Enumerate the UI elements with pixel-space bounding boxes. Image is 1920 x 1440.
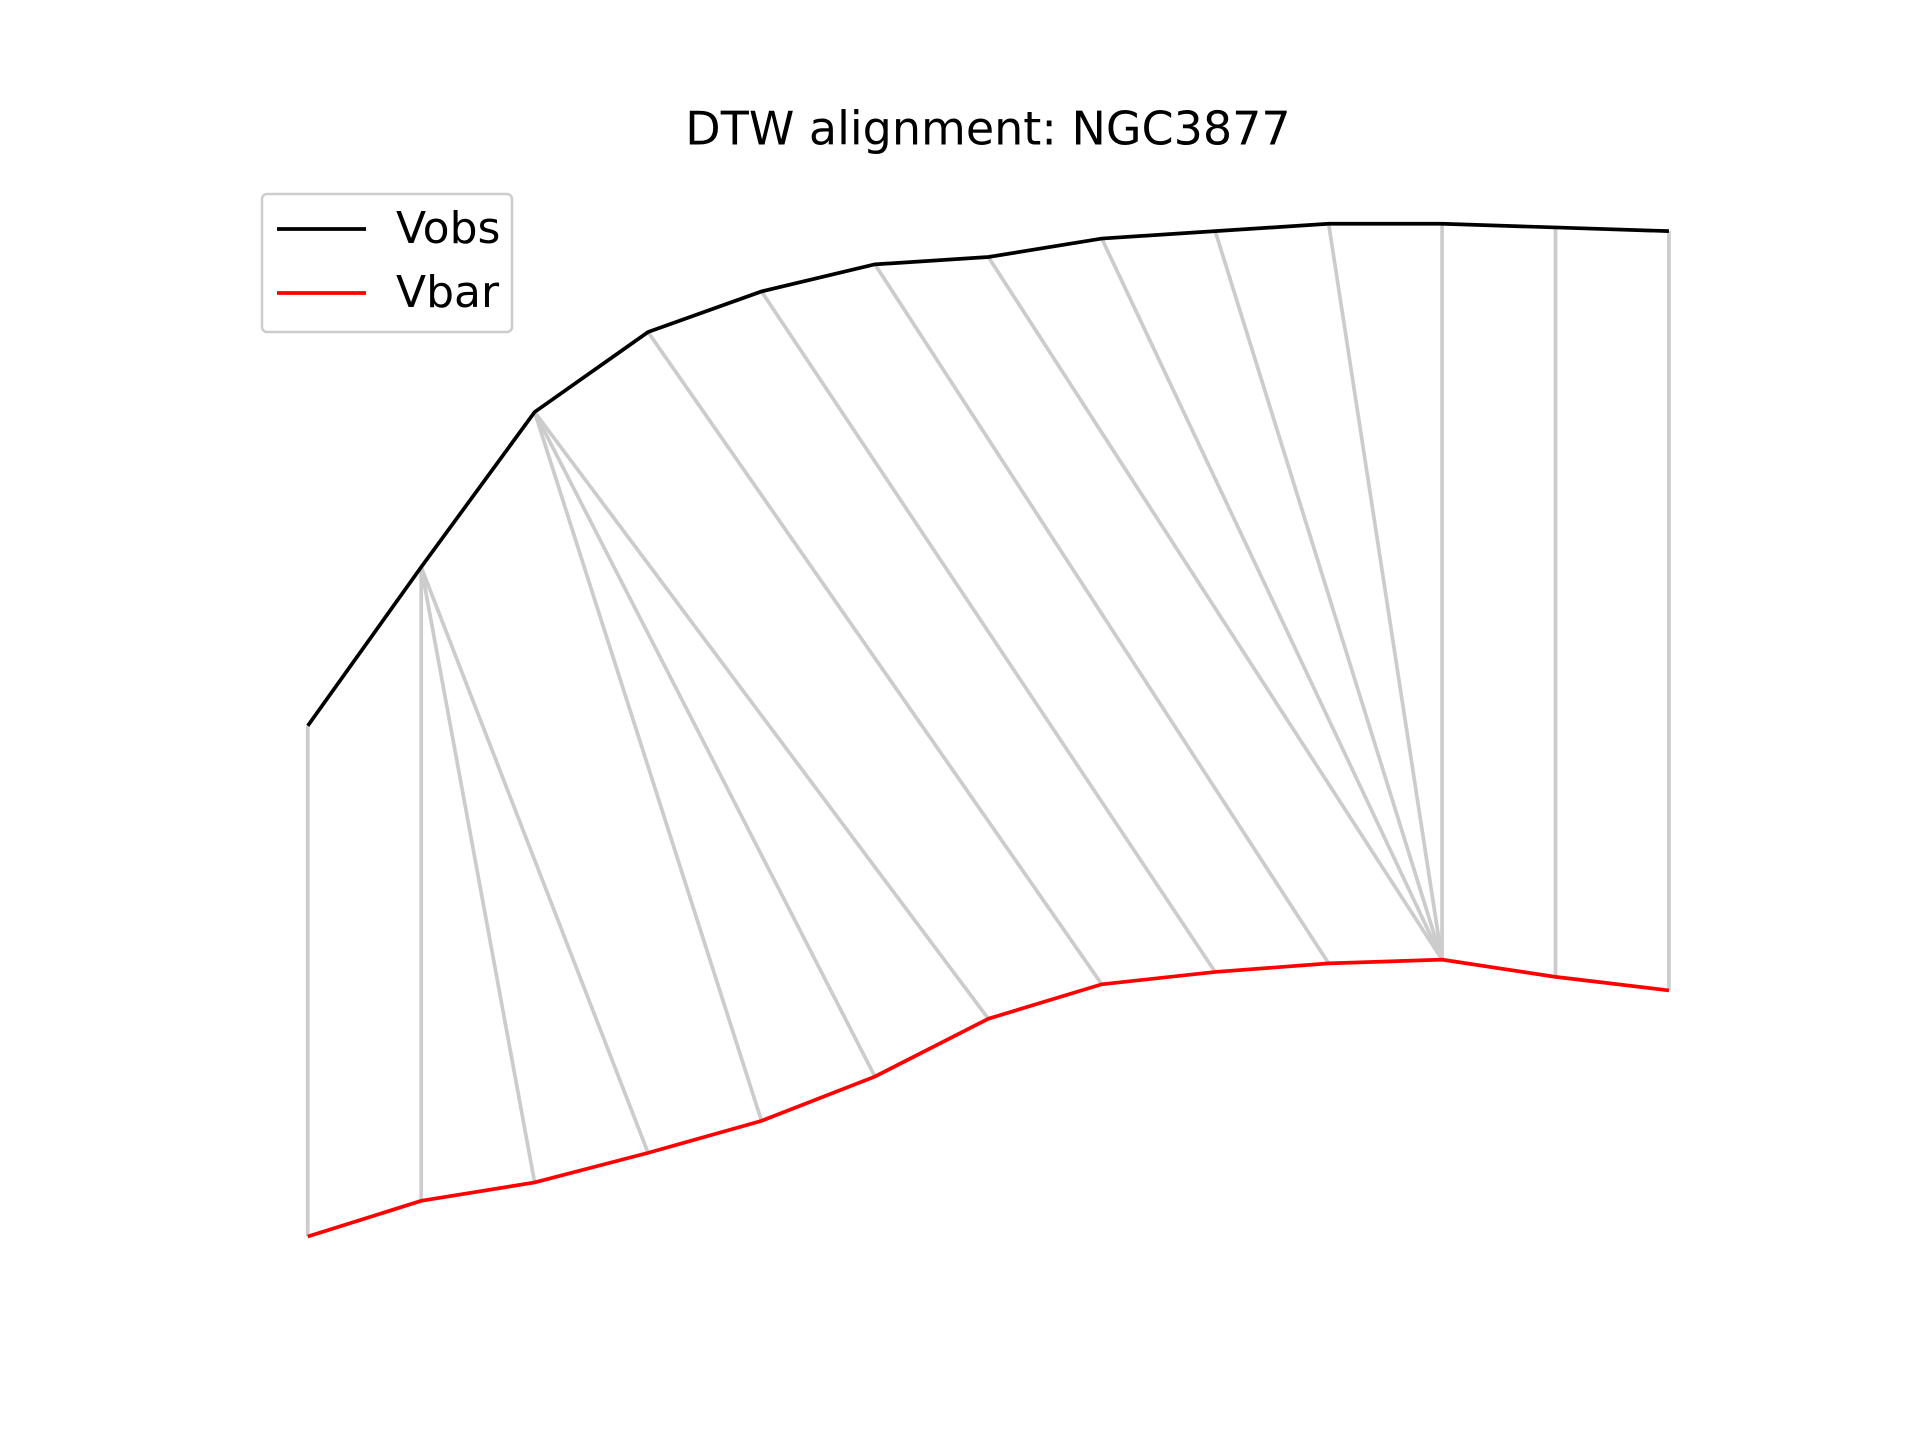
alignment-line <box>646 331 1104 986</box>
alignment-line <box>532 411 764 1122</box>
alignment-line <box>419 566 650 1154</box>
series-line <box>306 221 1670 727</box>
chart-title: DTW alignment: NGC3877 <box>685 102 1290 156</box>
legend: Vobs Vbar <box>260 192 514 334</box>
alignment-line <box>532 411 877 1078</box>
legend-label: Vobs <box>396 203 500 254</box>
alignment-line <box>533 410 990 1020</box>
alignment-line <box>1213 230 1444 961</box>
alignment-line <box>759 290 1217 973</box>
series-line <box>307 957 1670 1239</box>
alignment-line <box>1100 237 1444 961</box>
alignment-line <box>419 566 537 1183</box>
alignment-line <box>873 263 1331 965</box>
alignment-line <box>986 255 1444 961</box>
legend-label: Vbar <box>396 267 500 318</box>
alignment-line <box>1326 223 1444 960</box>
